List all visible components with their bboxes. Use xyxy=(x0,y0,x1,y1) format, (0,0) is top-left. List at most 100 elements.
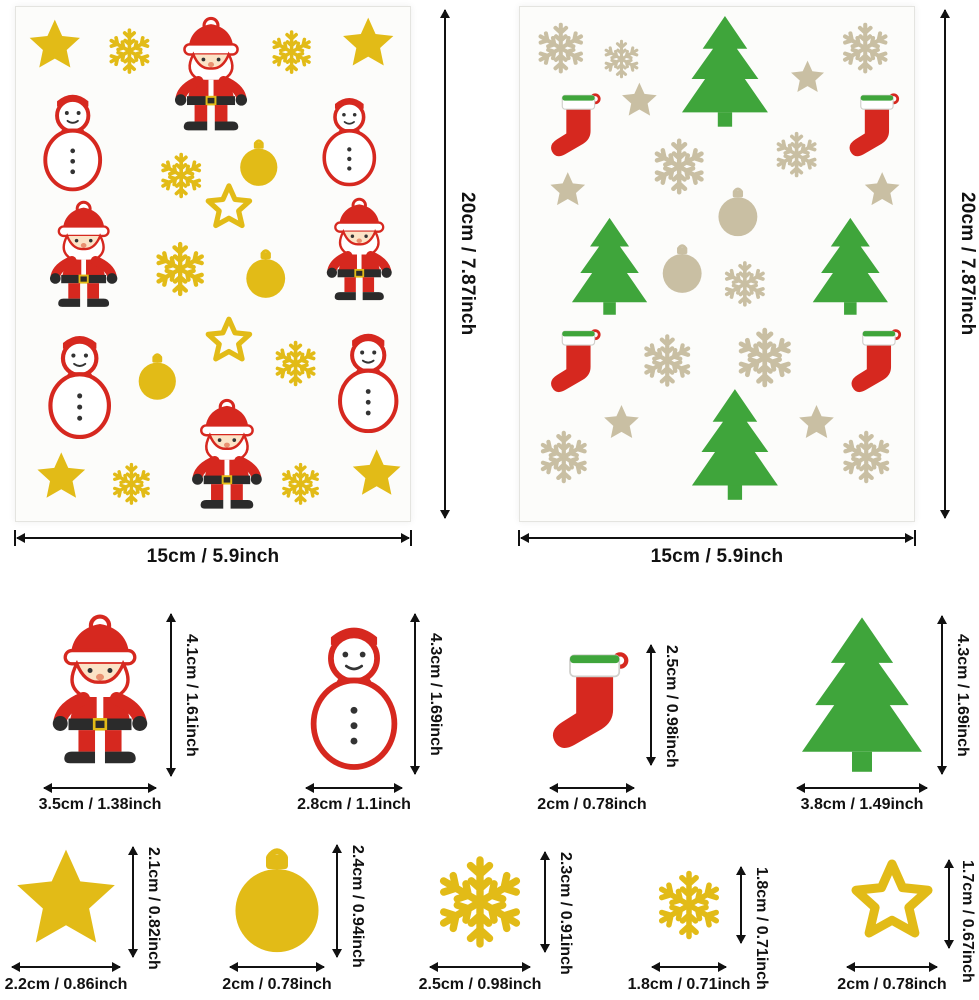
star-height-arrow xyxy=(128,846,138,958)
star-outline-height-arrow xyxy=(944,859,954,949)
flake-sticker xyxy=(843,433,890,481)
sheet-a-height-label: 20cm / 7.87inch xyxy=(457,192,478,336)
stocking-width-arrow xyxy=(549,783,635,793)
snowman-sticker xyxy=(304,616,404,770)
sheet-a-width-label: 15cm / 5.9inch xyxy=(146,546,280,567)
tree-height-arrow xyxy=(937,615,947,775)
stocking-sticker xyxy=(549,329,601,394)
small-snowflake-sticker xyxy=(650,866,728,944)
tree-sticker xyxy=(571,217,648,315)
stocking-height-arrow xyxy=(646,644,656,766)
ornament-sticker xyxy=(137,353,178,402)
stocking-sticker xyxy=(848,93,900,158)
sheet-a-height-arrow xyxy=(440,9,450,519)
star-outline-height-label: 1.7cm / 0.67inch xyxy=(959,860,976,983)
ornament-height-label: 2.4cm / 0.94inch xyxy=(349,845,366,968)
sheet-a-sticker-canvas xyxy=(29,7,401,521)
flake-sticker xyxy=(540,433,587,481)
sticker-sheet-tree-silver xyxy=(519,6,915,522)
star-sticker xyxy=(550,172,586,206)
sticker-sheet-santa-gold xyxy=(15,6,411,522)
santa-width-arrow xyxy=(43,783,157,793)
ornament-sticker xyxy=(717,187,759,238)
ornament-sticker xyxy=(228,843,326,957)
flake-sticker xyxy=(654,141,704,192)
snowman-height-label: 4.3cm / 1.69inch xyxy=(427,632,444,756)
snowflake-width-arrow xyxy=(429,962,531,972)
star-width-label: 2.2cm / 0.86inch xyxy=(4,976,128,993)
stocking-sticker xyxy=(549,93,601,158)
ornament-width-label: 2cm / 0.78inch xyxy=(222,976,332,993)
santa-sticker xyxy=(42,612,158,772)
santa-width-label: 3.5cm / 1.38inch xyxy=(38,796,162,813)
stocking-height-label: 2.5cm / 0.98inch xyxy=(663,645,680,768)
snowman-sticker xyxy=(45,95,100,190)
snowflake-width-label: 2.5cm / 0.98inch xyxy=(418,976,542,993)
star-sticker xyxy=(604,404,639,438)
sheet-b-width-arrow xyxy=(520,533,914,543)
ornament-width-arrow xyxy=(229,962,325,972)
tree-sticker xyxy=(681,16,768,127)
flake-sticker xyxy=(275,343,316,385)
stocking-sticker xyxy=(548,650,636,759)
santa-sticker xyxy=(192,400,262,508)
santa-height-label: 4.1cm / 1.61inch xyxy=(183,633,200,757)
flake-sticker xyxy=(724,263,765,305)
flake-sticker xyxy=(776,134,817,176)
santa-sticker xyxy=(175,18,247,130)
snowman-width-label: 2.8cm / 1.1inch xyxy=(297,796,411,813)
dimension-cap xyxy=(410,530,412,546)
snowman-sticker xyxy=(340,334,396,431)
flake-sticker xyxy=(109,30,150,72)
flake-sticker xyxy=(738,330,792,385)
tree-sticker xyxy=(812,217,888,315)
ornament-height-arrow xyxy=(332,844,342,958)
star-o-sticker xyxy=(208,186,249,226)
santa-sticker xyxy=(327,199,392,300)
star-height-label: 2.1cm / 0.82inch xyxy=(145,847,162,970)
star-outline-width-arrow xyxy=(846,962,938,972)
star-sticker xyxy=(29,19,80,68)
star-sticker xyxy=(791,60,825,92)
star-outline-width-label: 2cm / 0.78inch xyxy=(837,976,947,993)
flake-sticker xyxy=(604,41,639,76)
stocking-width-label: 2cm / 0.78inch xyxy=(537,796,647,813)
snowman-sticker xyxy=(50,336,109,437)
snowman-width-arrow xyxy=(305,783,403,793)
tree-width-arrow xyxy=(796,783,928,793)
star-sticker xyxy=(622,82,657,116)
sheet-b-sticker-canvas xyxy=(520,16,902,500)
tree-width-label: 3.8cm / 1.49inch xyxy=(800,796,924,813)
santa-height-arrow xyxy=(166,613,176,777)
star-o-sticker xyxy=(208,319,249,359)
snowman-sticker xyxy=(324,98,374,185)
tree-sticker xyxy=(691,389,778,500)
star-sticker xyxy=(17,849,115,943)
ornament-sticker xyxy=(244,249,287,300)
ornament-sticker xyxy=(661,244,703,295)
small-snowflake-height-arrow xyxy=(736,866,746,944)
snowman-height-arrow xyxy=(410,613,420,775)
small-snowflake-height-label: 1.8cm / 0.71inch xyxy=(753,867,770,990)
tree-height-label: 4.3cm / 1.69inch xyxy=(954,633,971,757)
stocking-sticker xyxy=(850,329,902,394)
dimension-cap xyxy=(518,530,520,546)
star-width-arrow xyxy=(11,962,121,972)
star-sticker xyxy=(864,172,900,206)
dimension-cap xyxy=(14,530,16,546)
small-snowflake-width-arrow xyxy=(651,962,727,972)
ornament-sticker xyxy=(238,139,279,188)
sheet-a-width-arrow xyxy=(16,533,410,543)
flake-sticker xyxy=(538,25,584,72)
flake-sticker xyxy=(842,25,888,72)
tree-sticker xyxy=(802,617,922,772)
flake-sticker xyxy=(156,244,205,294)
small-snowflake-width-label: 1.8cm / 0.71inch xyxy=(627,976,751,993)
santa-sticker xyxy=(50,202,117,307)
snowflake-sticker xyxy=(428,850,532,954)
star-sticker xyxy=(352,449,401,495)
flake-sticker xyxy=(282,465,320,504)
snowflake-height-arrow xyxy=(540,851,550,953)
flake-sticker xyxy=(113,465,151,504)
